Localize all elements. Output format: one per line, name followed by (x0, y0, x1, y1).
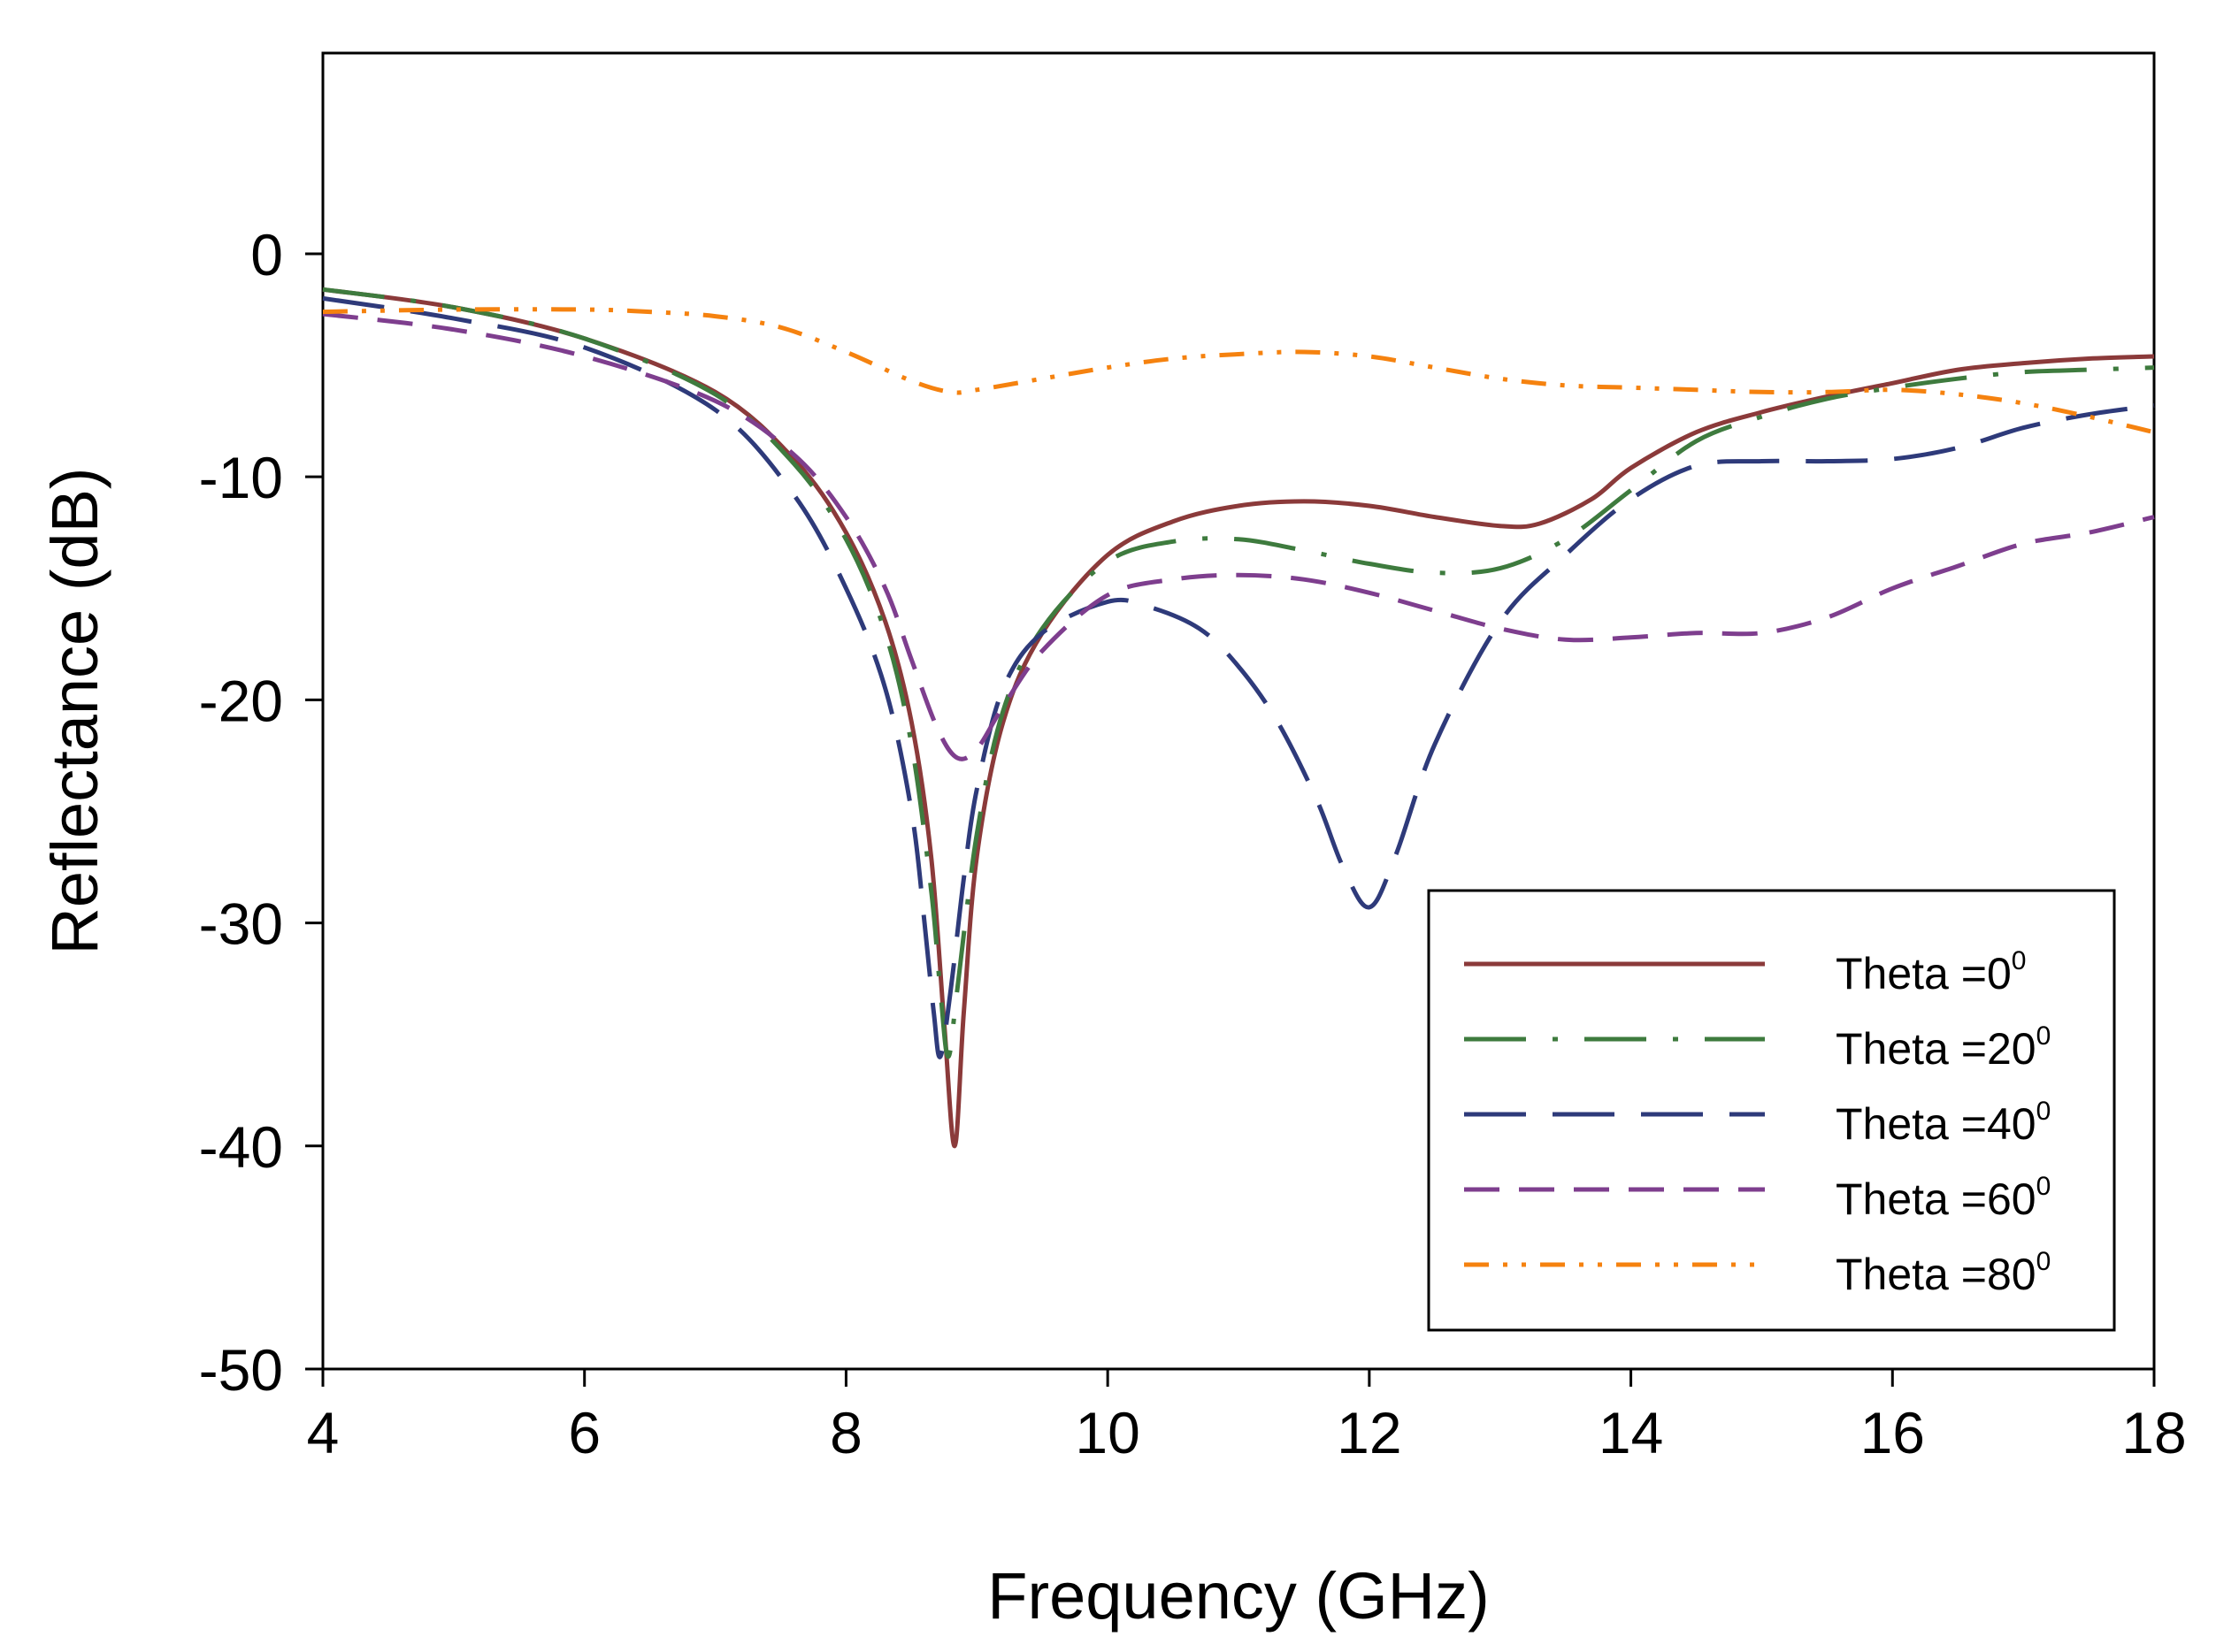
plot-frame (321, 51, 2156, 1371)
series-line-5 (322, 307, 2155, 435)
y-tick-label: -20 (199, 668, 283, 733)
series-line-3 (322, 295, 2155, 1059)
legend-label-superscript: 0 (2036, 1097, 2051, 1126)
y-tick-label: -10 (199, 445, 283, 510)
x-tick-label: 10 (1075, 1400, 1139, 1465)
y-tick-label: 0 (250, 222, 283, 287)
x-tick-label: 16 (1860, 1400, 1925, 1465)
legend-label-superscript: 0 (2036, 1172, 2051, 1201)
legend-label-5: Theta =800 (1836, 1247, 2051, 1299)
series-line-2 (322, 287, 2155, 1059)
legend-label-4: Theta =600 (1836, 1172, 2051, 1224)
plot-area: 4 6 8 10 12 14 16 18 0 -10 -20 -30 -40 -50 (199, 51, 2187, 1465)
legend-label-text: Theta =40 (1836, 1099, 2036, 1149)
legend-label-1: Theta =00 (1836, 946, 2026, 998)
x-tick-label: 8 (830, 1400, 863, 1465)
legend-label-text: Theta =60 (1836, 1174, 2036, 1224)
y-tick-label: -50 (199, 1337, 283, 1403)
x-axis-ticks: 4 6 8 10 12 14 16 18 (307, 1369, 2187, 1465)
legend-label-superscript: 0 (2036, 1247, 2051, 1276)
legend-label-3: Theta =400 (1836, 1097, 2051, 1149)
x-tick-label: 6 (568, 1400, 601, 1465)
legend-label-text: Theta =80 (1836, 1250, 2036, 1299)
x-tick-label: 14 (1599, 1400, 1663, 1465)
x-tick-label: 18 (2121, 1400, 2186, 1465)
x-tick-label: 4 (307, 1400, 340, 1465)
legend-label-superscript: 0 (2012, 946, 2027, 975)
x-axis-title: Frequency (GHz) (987, 1559, 1489, 1633)
y-tick-label: -40 (199, 1114, 283, 1180)
legend-label-text: Theta =20 (1836, 1024, 2036, 1074)
legend-label-2: Theta =200 (1836, 1021, 2051, 1074)
y-axis-ticks: 0 -10 -20 -30 -40 -50 (199, 222, 323, 1403)
legend-label-superscript: 0 (2036, 1021, 2051, 1051)
series-lines (322, 287, 2155, 1149)
y-tick-label: -30 (199, 891, 283, 957)
x-tick-label: 12 (1337, 1400, 1401, 1465)
legend-label-text: Theta =0 (1836, 949, 2012, 998)
y-axis-title: Reflectance (dB) (38, 467, 111, 954)
